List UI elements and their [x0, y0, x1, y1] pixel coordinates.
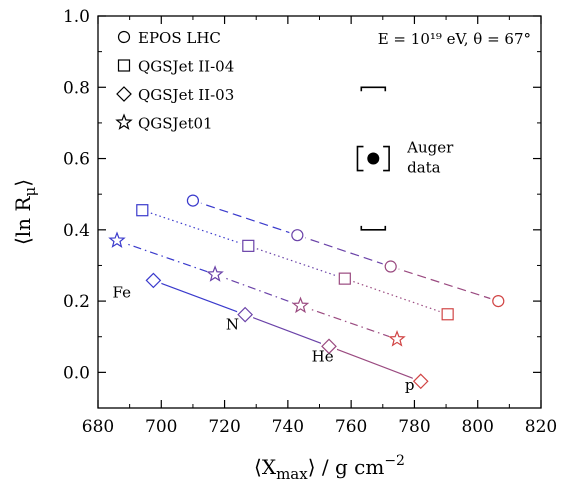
plot-lines	[116, 200, 499, 382]
series-qgsjet-ii-04-point	[441, 308, 454, 321]
series-qgsjet01-marker-bg	[292, 297, 309, 314]
series-qgsjet-ii-04-point	[242, 239, 255, 252]
legend-marker-star	[115, 113, 133, 130]
series-epos-lhc-point	[492, 294, 505, 308]
y-tick-label: 0.0	[63, 363, 90, 383]
series-epos-lhc-point	[186, 194, 200, 207]
series-qgsjet01-point	[206, 265, 224, 282]
x-axis-label-sub: max	[276, 465, 308, 483]
primary-label: p	[405, 376, 415, 394]
auger-data-point: Auger data	[356, 86, 454, 231]
series-qgsjet-ii-03-segment	[328, 345, 421, 382]
x-tick-label: 700	[145, 417, 177, 437]
series-qgsjet-ii-04-point	[136, 204, 149, 217]
series-qgsjet-ii-03-point	[145, 272, 162, 289]
legend-label: EPOS LHC	[138, 29, 221, 47]
legend-label: QGSJet II-04	[138, 58, 234, 76]
y-axis-label-main: ⟨ln R	[11, 196, 35, 245]
series-qgsjet-ii-04-marker-bg	[439, 306, 456, 323]
series-qgsjet-ii-03-marker-bg	[237, 306, 254, 323]
auger-sys-bracket-bottom	[360, 225, 387, 231]
legend-marker-diamond	[116, 86, 132, 102]
series-epos-lhc-segment	[390, 265, 499, 302]
series-qgsjet01-point	[388, 330, 406, 347]
primary-label: Fe	[112, 284, 131, 302]
series-qgsjet-ii-03-marker-bg	[320, 338, 337, 355]
series-qgsjet-ii-04-segment	[344, 278, 448, 315]
series-qgsjet-ii-03-segment	[244, 314, 330, 347]
series-qgsjet-ii-04-marker-bg	[134, 202, 151, 219]
y-axis-label-sub: μ	[21, 187, 39, 197]
y-tick-label: 0.4	[63, 221, 90, 241]
series-qgsjet01-segment	[300, 305, 398, 340]
x-tick-label: 740	[272, 417, 304, 437]
legend-label: QGSJet01	[138, 115, 213, 133]
series-qgsjet-ii-04-segment	[248, 245, 346, 280]
series-epos-lhc-point	[384, 260, 397, 273]
x-axis-label-sup: −2	[384, 453, 405, 469]
series-qgsjet-ii-04-marker-bg	[336, 270, 353, 287]
series-qgsjet01-point	[108, 231, 126, 248]
y-tick-label: 0.8	[63, 78, 90, 98]
legend-marker-square	[117, 59, 131, 72]
primary-label: N	[226, 316, 239, 334]
x-tick-label: 820	[525, 417, 557, 437]
series-qgsjet-ii-04-segment	[142, 209, 249, 247]
y-tick-label: 0.6	[63, 150, 90, 170]
series-qgsjet01-segment	[116, 239, 216, 275]
y-axis-label-rest: ⟩	[11, 179, 35, 187]
series-qgsjet-ii-03-marker-bg	[145, 272, 162, 289]
x-tick-label: 760	[335, 417, 367, 437]
auger-label-line1: Auger	[406, 139, 454, 157]
series-qgsjet-ii-03-marker-bg	[412, 373, 429, 390]
series-qgsjet01-segment	[214, 273, 301, 307]
x-tick-label: 800	[461, 417, 493, 437]
condition-label: E = 10¹⁹ eV, θ = 67°	[378, 30, 531, 48]
auger-label-line2: data	[407, 159, 441, 177]
axis-tick-labels: 680 700 720 740 760 780 800 820 0.0 0.2 0.4 0.6 0.8 1…	[63, 7, 557, 437]
series-qgsjet-ii-03-point	[321, 338, 337, 355]
y-axis-label: ⟨ln Rμ⟩	[11, 179, 39, 245]
x-tick-label: 720	[208, 417, 240, 437]
y-tick-label: 0.2	[63, 292, 90, 312]
x-axis-label-main: ⟨X	[254, 455, 277, 479]
series-qgsjet01-marker-bg	[207, 266, 224, 283]
series-qgsjet-ii-03-point	[412, 373, 429, 390]
plot-markers	[108, 192, 507, 390]
auger-point	[367, 152, 380, 165]
legend-label: QGSJet II-03	[138, 86, 234, 104]
series-epos-lhc-segment	[297, 234, 391, 268]
axis-ticks	[97, 15, 542, 409]
series-qgsjet-ii-03-segment	[153, 279, 246, 316]
x-tick-label: 780	[398, 417, 430, 437]
series-qgsjet-ii-03-point	[237, 306, 253, 323]
x-tick-label: 680	[82, 417, 114, 437]
auger-stat-bracket-right	[383, 145, 390, 172]
series-qgsjet-ii-04-point	[338, 272, 351, 285]
auger-stat-bracket-left	[356, 145, 364, 172]
series-qgsjet01-point	[291, 296, 310, 314]
annotations: Fe N He p	[112, 284, 414, 395]
legend: EPOS LHC QGSJet II-04 QGSJet II-03 QGSJet01	[115, 29, 234, 133]
primary-label: He	[312, 348, 334, 366]
series-epos-lhc-point	[291, 229, 304, 242]
x-axis-label: ⟨Xmax⟩ / g cm−2	[254, 453, 405, 483]
x-axis-label-rest: ⟩ / g cm	[308, 455, 385, 479]
legend-marker-circle	[117, 30, 131, 44]
y-tick-label: 1.0	[63, 7, 90, 27]
auger-sys-bracket-top	[360, 86, 387, 92]
series-qgsjet01-marker-bg	[108, 232, 125, 249]
series-qgsjet01-marker-bg	[389, 331, 406, 348]
series-qgsjet-ii-04-marker-bg	[240, 237, 257, 254]
series-epos-lhc-segment	[192, 200, 298, 236]
